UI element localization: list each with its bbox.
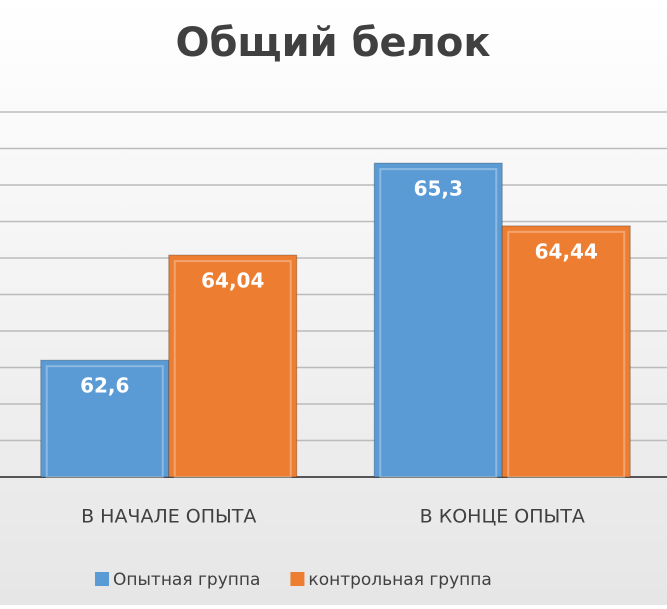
bar-bevel (173, 260, 292, 478)
legend-label: Опытная группа (113, 570, 260, 590)
chart-title: Общий белок (175, 20, 490, 66)
data-label: 62,6 (80, 374, 129, 398)
legend-label: контрольная группа (308, 570, 491, 590)
x-tick-label: В КОНЦЕ ОПЫТА (420, 506, 585, 528)
bar-bevel (507, 230, 626, 478)
x-tick-label: В НАЧАЛЕ ОПЫТА (81, 506, 256, 528)
legend-swatch (290, 572, 305, 586)
bar (168, 254, 298, 478)
data-label: 64,04 (201, 269, 264, 293)
bar (373, 162, 503, 478)
legend-swatch (95, 572, 109, 586)
data-label: 65,3 (414, 177, 463, 201)
data-label: 64,44 (535, 239, 598, 263)
bar (501, 225, 631, 478)
bar-bevel (379, 168, 498, 478)
bar-bevel (45, 365, 164, 479)
